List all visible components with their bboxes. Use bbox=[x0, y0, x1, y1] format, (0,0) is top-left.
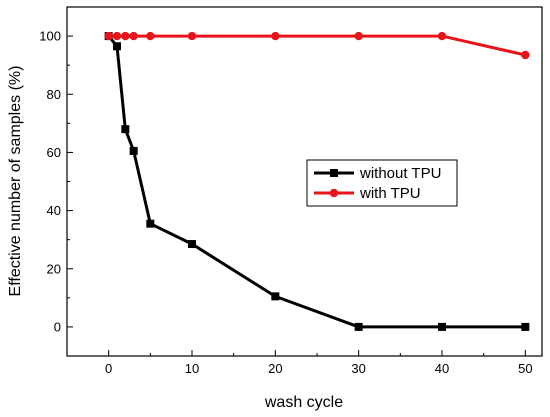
data-point bbox=[121, 125, 130, 134]
data-point bbox=[121, 31, 130, 41]
x-tick-label: 20 bbox=[268, 361, 282, 376]
x-axis-ticks: 0 10 20 30 40 50 bbox=[66, 350, 533, 376]
data-point bbox=[354, 31, 363, 41]
data-point bbox=[112, 31, 122, 41]
y-tick-label: 0 bbox=[54, 319, 61, 334]
data-point bbox=[521, 50, 530, 60]
y-axis-ticks: 0 20 40 60 80 100 bbox=[39, 6, 73, 357]
legend: without TPU with TPU bbox=[306, 159, 458, 207]
data-point bbox=[146, 31, 155, 41]
data-point bbox=[438, 322, 446, 331]
data-point bbox=[187, 31, 197, 41]
series-1 bbox=[104, 31, 530, 60]
x-tick-label: 10 bbox=[185, 361, 199, 376]
series-line bbox=[108, 34, 526, 57]
legend-marker bbox=[329, 188, 339, 198]
legend-marker bbox=[330, 169, 338, 177]
data-point bbox=[271, 292, 280, 301]
y-tick-label: 40 bbox=[47, 203, 61, 218]
series-line bbox=[107, 35, 526, 329]
y-tick-label: 20 bbox=[47, 261, 61, 276]
data-point bbox=[437, 31, 447, 41]
data-point bbox=[113, 42, 121, 51]
x-axis-title: wash cycle bbox=[264, 394, 343, 411]
data-point bbox=[129, 31, 138, 41]
y-tick-label: 100 bbox=[39, 29, 61, 44]
data-point bbox=[188, 240, 196, 249]
series-layer bbox=[104, 31, 530, 331]
data-point bbox=[521, 322, 530, 331]
data-point bbox=[354, 322, 363, 331]
data-point bbox=[146, 219, 155, 228]
x-tick-label: 30 bbox=[351, 361, 365, 376]
plot-frame bbox=[66, 6, 543, 357]
x-tick-label: 0 bbox=[105, 361, 112, 376]
data-point bbox=[129, 146, 138, 155]
legend-box bbox=[306, 159, 458, 207]
y-tick-label: 60 bbox=[47, 145, 61, 160]
legend-label: without TPU bbox=[359, 165, 441, 182]
data-point bbox=[104, 31, 113, 41]
y-axis-title: Effective number of samples (%) bbox=[7, 66, 24, 297]
x-tick-label: 40 bbox=[435, 361, 449, 376]
y-tick-label: 80 bbox=[47, 87, 61, 102]
x-tick-label: 50 bbox=[518, 361, 532, 376]
legend-label: with TPU bbox=[359, 185, 421, 202]
data-point bbox=[271, 31, 280, 41]
